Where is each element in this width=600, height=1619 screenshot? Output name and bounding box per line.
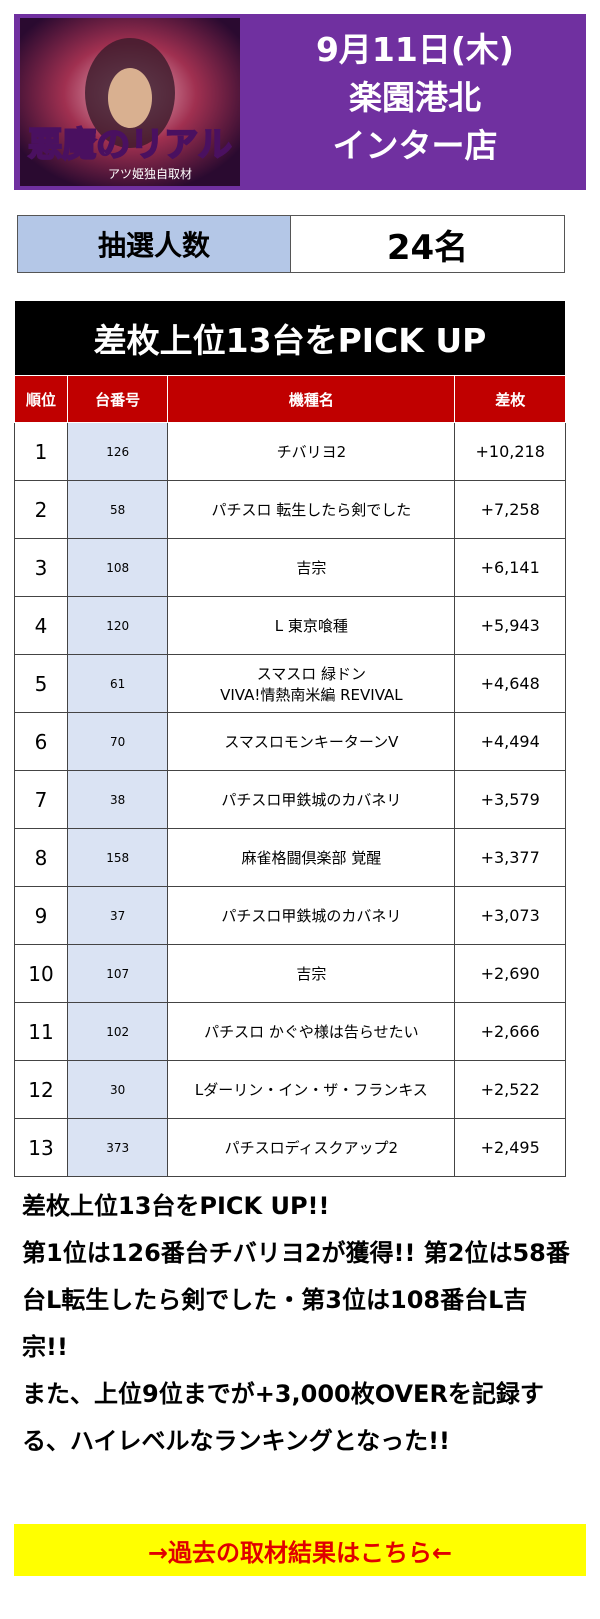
difference: +2,690 [454, 944, 566, 1003]
lottery: 抽選人数 24名 [17, 215, 565, 273]
column-header: 順位 [13, 375, 69, 423]
column-header: 台番号 [67, 375, 169, 423]
rank: 12 [13, 1060, 69, 1119]
machine-number: 126 [67, 422, 169, 481]
machine-name: 吉宗 [167, 538, 456, 597]
table-row: 5 61 スマスロ 緑ドン VIVA!情熱南米編 REVIVAL +4,648 [13, 654, 566, 713]
difference: +5,943 [454, 596, 566, 655]
rank: 4 [13, 596, 69, 655]
logo-title: 悪魔のリアル [28, 125, 232, 165]
table-row: 1 126 チバリヨ2 +10,218 [13, 422, 566, 481]
table-row: 11 102 パチスロ かぐや様は告らせたい +2,666 [13, 1002, 566, 1061]
table-row: 13 373 パチスロディスクアップ2 +2,495 [13, 1118, 566, 1177]
logo: 悪魔のリアル アツ姫独自取材 [20, 18, 240, 186]
machine-name: スマスロモンキーターンV [167, 712, 456, 771]
machine-number: 373 [67, 1118, 169, 1177]
machine-number: 70 [67, 712, 169, 771]
difference: +7,258 [454, 480, 566, 539]
logo-subtitle: アツ姫独自取材 [108, 167, 192, 181]
table-row: 4 120 L 東京喰種 +5,943 [13, 596, 566, 655]
rank: 8 [13, 828, 69, 887]
machine-number: 37 [67, 886, 169, 945]
machine-name: パチスロ甲鉄城のカバネリ [167, 886, 456, 945]
rank: 6 [13, 712, 69, 771]
machine-name: パチスロ 転生したら剣でした [167, 480, 456, 539]
table-row: 8 158 麻雀格闘倶楽部 覚醒 +3,377 [13, 828, 566, 887]
rank: 5 [13, 654, 69, 713]
table-row: 12 30 Lダーリン・イン・ザ・フランキス +2,522 [13, 1060, 566, 1119]
summary: 差枚上位13台をPICK UP!! 第1位は126番台チバリヨ2が獲得!! 第2位… [22, 1183, 570, 1465]
machine-name: パチスロ甲鉄城のカバネリ [167, 770, 456, 829]
rank: 2 [13, 480, 69, 539]
machine-number: 61 [67, 654, 169, 713]
date: 9月11日(木) [315, 30, 515, 69]
machine-number: 107 [67, 944, 169, 1003]
table-row: 9 37 パチスロ甲鉄城のカバネリ +3,073 [13, 886, 566, 945]
summary-paragraph: また、上位9位までが+3,000枚OVERを記録する、ハイレベルなランキングとな… [22, 1380, 544, 1455]
machine-name: 吉宗 [167, 944, 456, 1003]
store: インター店 [332, 126, 498, 165]
machine-number: 120 [67, 596, 169, 655]
difference: +3,579 [454, 770, 566, 829]
lottery-value: 24名 [386, 227, 469, 268]
column-header: 差枚 [454, 375, 566, 423]
table-title: 差枚上位13台をPICK UP [14, 300, 566, 376]
summary-paragraph: 第1位は126番台チバリヨ2が獲得!! 第2位は58番台L転生したら剣でした・第… [22, 1239, 570, 1361]
rank: 3 [13, 538, 69, 597]
ranking-table: 差枚上位13台をPICK UP 順位 台番号 機種名 差枚 1 126 チバリヨ2 +10,2… [13, 300, 566, 1177]
table-row: 6 70 スマスロモンキーターンV +4,494 [13, 712, 566, 771]
column-header: 機種名 [167, 375, 456, 423]
machine-name: L 東京喰種 [167, 596, 456, 655]
difference: +4,648 [454, 654, 566, 713]
difference: +10,218 [454, 422, 566, 481]
rank: 10 [13, 944, 69, 1003]
difference: +6,141 [454, 538, 566, 597]
difference: +4,494 [454, 712, 566, 771]
machine-number: 58 [67, 480, 169, 539]
header-text: 9月11日(木) 楽園港北 インター店 [250, 26, 580, 170]
machine-number: 102 [67, 1002, 169, 1061]
table-row: 10 107 吉宗 +2,690 [13, 944, 566, 1003]
machine-number: 38 [67, 770, 169, 829]
table-row: 3 108 吉宗 +6,141 [13, 538, 566, 597]
summary-paragraph: 差枚上位13台をPICK UP!! [22, 1192, 330, 1220]
machine-name: パチスロディスクアップ2 [167, 1118, 456, 1177]
difference: +2,666 [454, 1002, 566, 1061]
difference: +3,377 [454, 828, 566, 887]
machine-number: 158 [67, 828, 169, 887]
past-results-link[interactable]: →過去の取材結果はこちら← [14, 1524, 586, 1576]
rank: 1 [13, 422, 69, 481]
rank: 11 [13, 1002, 69, 1061]
difference: +2,495 [454, 1118, 566, 1177]
machine-name: Lダーリン・イン・ザ・フランキス [167, 1060, 456, 1119]
table-row: 7 38 パチスロ甲鉄城のカバネリ +3,579 [13, 770, 566, 829]
difference: +3,073 [454, 886, 566, 945]
difference: +2,522 [454, 1060, 566, 1119]
store: 楽園港北 [349, 78, 481, 117]
rank: 13 [13, 1118, 69, 1177]
machine-name: スマスロ 緑ドン VIVA!情熱南米編 REVIVAL [167, 654, 456, 713]
header: 悪魔のリアル アツ姫独自取材 9月11日(木) 楽園港北 インター店 [14, 14, 586, 190]
machine-number: 108 [67, 538, 169, 597]
machine-name: 麻雀格闘倶楽部 覚醒 [167, 828, 456, 887]
machine-name: パチスロ かぐや様は告らせたい [167, 1002, 456, 1061]
table-row: 2 58 パチスロ 転生したら剣でした +7,258 [13, 480, 566, 539]
rank: 7 [13, 770, 69, 829]
rank: 9 [13, 886, 69, 945]
machine-name: チバリヨ2 [167, 422, 456, 481]
lottery-label: 抽選人数 [18, 216, 291, 272]
machine-number: 30 [67, 1060, 169, 1119]
